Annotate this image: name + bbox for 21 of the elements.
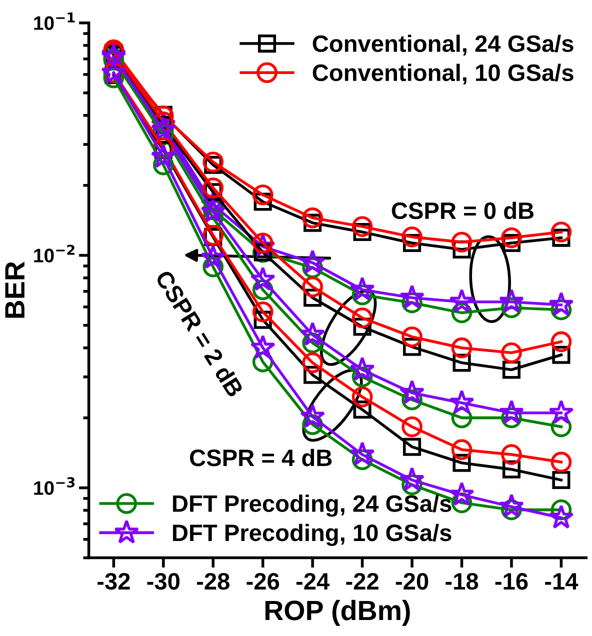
annotation: CSPR = 0 dB <box>392 202 534 220</box>
x-tick-label: -28 <box>196 572 230 590</box>
legend-label: DFT Precoding, 10 GSa/s <box>173 524 452 546</box>
x-tick-label: -26 <box>246 572 280 590</box>
legend-label: DFT Precoding, 24 GSa/s <box>173 494 452 517</box>
y-tick-label: 10$^{−1}$ <box>34 12 75 30</box>
x-tick-label: -14 <box>545 573 578 590</box>
x-tick-label: -16 <box>495 572 528 590</box>
legend-label: Conventional, 24 GSa/s <box>312 34 574 56</box>
x-tick-label: -22 <box>346 572 378 590</box>
x-tick-label: -30 <box>147 572 180 590</box>
annotation: CSPR = 4 dB <box>190 448 332 466</box>
y-axis-title: BER <box>5 262 24 318</box>
y-tick-label: 10$^{−2}$ <box>34 244 74 262</box>
x-tick-label: -18 <box>446 572 478 590</box>
x-tick-label: -24 <box>296 572 330 590</box>
x-axis-title: ROP (dBm) <box>265 600 410 626</box>
y-tick-label: 10$^{−3}$ <box>34 477 75 495</box>
x-tick-label: -20 <box>396 572 428 590</box>
x-tick-label: -32 <box>98 572 130 590</box>
legend-label: Conventional, 10 GSa/s <box>312 64 574 85</box>
